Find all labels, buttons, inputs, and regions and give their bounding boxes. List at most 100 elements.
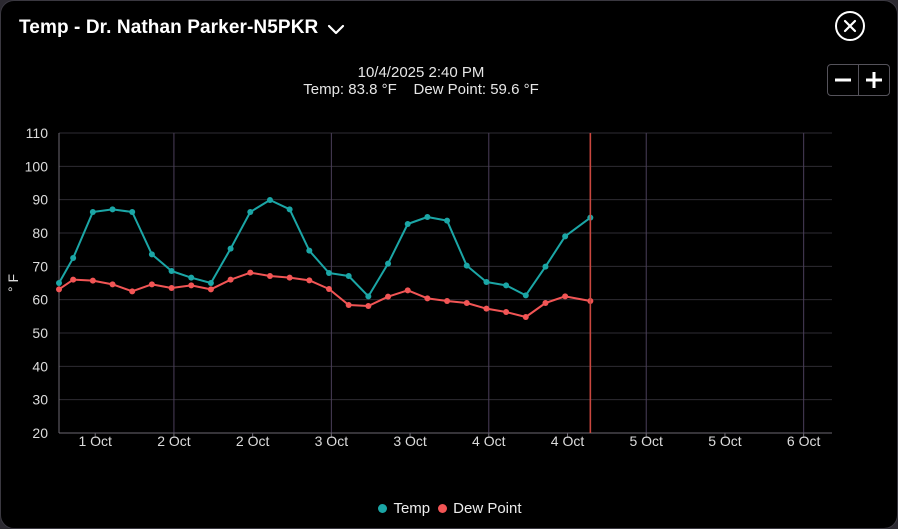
data-point-dew-point <box>89 277 96 284</box>
data-point-temp <box>56 280 62 286</box>
x-tick-label: 3 Oct <box>315 433 349 449</box>
data-point-dew-point <box>542 300 549 306</box>
data-point-dew-point <box>70 276 77 283</box>
data-point-temp <box>227 245 234 252</box>
data-point-temp <box>109 206 116 213</box>
y-tick-label: 100 <box>25 158 49 174</box>
data-point-temp <box>266 197 273 203</box>
data-point-dew-point <box>463 300 470 306</box>
chart-title: Temp - Dr. Nathan Parker-N5PKR <box>19 17 319 38</box>
readout-dew-value: 59.6 °F <box>490 81 539 98</box>
data-point-dew-point <box>266 273 273 279</box>
y-tick-label: 60 <box>32 292 48 308</box>
legend-item-temp[interactable]: Temp <box>378 500 430 517</box>
data-point-dew-point <box>385 293 392 300</box>
readout-temp-label: Temp: <box>303 81 345 98</box>
data-point-dew-point <box>365 303 372 309</box>
zoom-controls <box>827 64 890 96</box>
x-tick-label: 2 Oct <box>236 433 270 449</box>
data-point-temp <box>286 206 293 213</box>
series-line-dew-point <box>58 271 591 318</box>
data-point-dew-point <box>227 276 234 283</box>
station-selector[interactable]: Temp - Dr. Nathan Parker-N5PKR <box>19 15 345 41</box>
data-point-temp <box>207 280 214 286</box>
y-tick-label: 80 <box>32 225 48 241</box>
plus-icon <box>866 72 882 88</box>
x-tick-label: 1 Oct <box>78 433 112 449</box>
data-point-temp <box>404 221 411 227</box>
data-point-temp <box>70 255 77 261</box>
x-tick-label: 3 Oct <box>393 433 427 449</box>
close-button[interactable] <box>835 11 865 41</box>
data-point-temp <box>168 268 175 274</box>
data-point-dew-point <box>404 287 411 294</box>
data-point-temp <box>325 270 332 276</box>
data-point-dew-point <box>247 269 254 276</box>
data-point-dew-point <box>56 286 62 293</box>
legend-marker-temp <box>378 503 388 513</box>
data-point-temp <box>345 273 352 279</box>
data-point-temp <box>424 214 431 220</box>
data-point-dew-point <box>286 274 293 281</box>
y-tick-label: 40 <box>32 358 48 374</box>
data-point-dew-point <box>109 281 116 288</box>
x-tick-label: 4 Oct <box>551 433 585 449</box>
data-point-dew-point <box>444 298 451 304</box>
series-dew-point <box>56 269 594 320</box>
zoom-in-button[interactable] <box>858 65 889 95</box>
data-point-temp <box>89 209 96 215</box>
data-point-dew-point <box>188 282 195 289</box>
readout-datetime: 10/4/2025 2:40 PM <box>357 64 485 81</box>
x-tick-label: 6 Oct <box>787 433 821 449</box>
chevron-down-icon[interactable] <box>327 23 345 35</box>
x-tick-label: 4 Oct <box>472 433 506 449</box>
minus-icon <box>835 78 851 82</box>
data-point-dew-point <box>424 295 431 302</box>
y-tick-label: 90 <box>32 192 48 208</box>
readout-values: Temp: 83.8 °F Dew Point: 59.6 °F <box>271 81 571 98</box>
y-tick-label: 70 <box>32 258 48 274</box>
data-point-dew-point <box>207 286 214 293</box>
data-point-temp <box>483 279 490 285</box>
data-point-dew-point <box>129 288 136 295</box>
y-tick-label: 110 <box>26 125 49 141</box>
data-point-dew-point <box>148 281 155 288</box>
y-tick-label: 20 <box>32 425 48 441</box>
legend-item-dew-point[interactable]: Dew Point <box>438 499 522 517</box>
data-point-dew-point <box>345 302 352 308</box>
x-tick-label: 5 Oct <box>629 433 663 449</box>
data-point-dew-point <box>503 309 510 315</box>
legend-label-dew-point: Dew Point <box>453 499 522 517</box>
data-point-dew-point <box>562 293 569 300</box>
y-tick-label: 30 <box>32 392 48 408</box>
data-point-temp <box>247 209 254 215</box>
legend: Temp Dew Point <box>1 498 897 518</box>
data-point-temp <box>542 263 549 270</box>
hover-readout: 10/4/2025 2:40 PM Temp: 83.8 °F Dew Poin… <box>271 64 571 98</box>
data-point-temp <box>148 251 155 258</box>
readout-temp-value: 83.8 °F <box>348 81 397 98</box>
data-point-temp <box>522 292 529 299</box>
zoom-out-button[interactable] <box>828 65 858 95</box>
close-icon <box>843 19 857 33</box>
data-point-temp <box>306 247 313 254</box>
data-point-temp <box>463 262 470 269</box>
data-point-temp <box>365 293 372 300</box>
series-temp <box>56 197 594 300</box>
data-point-dew-point <box>522 314 529 320</box>
readout-dew-label: Dew Point: <box>413 81 487 98</box>
data-point-temp <box>129 209 136 215</box>
data-point-dew-point <box>168 285 175 291</box>
y-tick-label: 50 <box>32 325 48 341</box>
data-point-temp <box>444 217 451 224</box>
data-point-dew-point <box>306 277 313 284</box>
legend-marker-dew-point <box>438 503 448 513</box>
data-point-temp <box>188 274 195 281</box>
series-line-temp <box>58 199 591 298</box>
data-point-temp <box>503 282 510 289</box>
data-point-dew-point <box>483 305 490 312</box>
data-point-dew-point <box>325 286 332 292</box>
x-tick-label: 2 Oct <box>157 433 191 449</box>
x-tick-label: 5 Oct <box>708 433 742 449</box>
